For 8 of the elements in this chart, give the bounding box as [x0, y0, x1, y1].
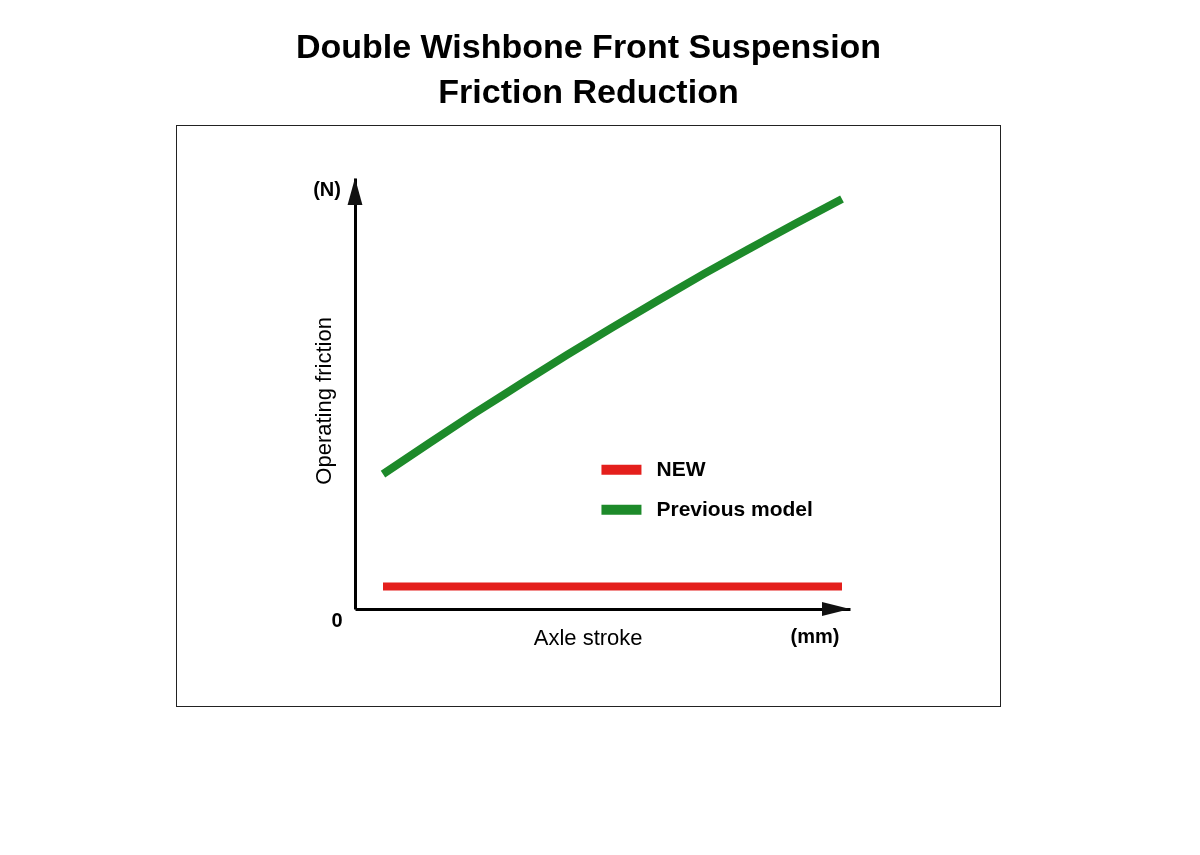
y-axis-title: Operating friction [310, 317, 336, 485]
legend-label: NEW [656, 456, 706, 480]
text: (mm) [790, 625, 840, 647]
x-axis-title: Axle stroke [533, 624, 643, 650]
text: 0 [331, 609, 343, 631]
legend-label: Previous model [656, 496, 813, 520]
text: (N) [313, 178, 341, 200]
chart-title: Double Wishbone Front Suspension Friction Reduction [295, 27, 882, 110]
